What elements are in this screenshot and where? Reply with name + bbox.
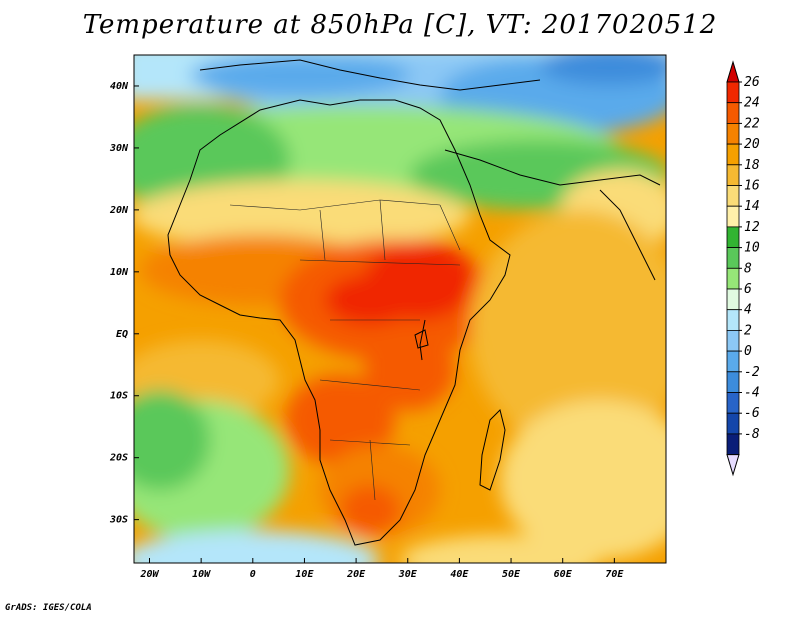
lon-tick-label: 20E: [346, 569, 366, 580]
colorbar-label: 16: [744, 179, 760, 194]
colorbar-label: 0: [744, 344, 752, 359]
sahel-warm: [134, 180, 470, 250]
congo-hottest: [325, 275, 415, 325]
caspian-cold: [540, 55, 666, 85]
colorbar-label: 6: [744, 282, 752, 297]
lat-tick-label: 30S: [109, 515, 128, 526]
colorbar-label: -6: [744, 406, 760, 421]
lon-tick-label: 10E: [295, 569, 314, 580]
colorbar-swatch: [726, 350, 740, 373]
temperature-field: [134, 55, 666, 563]
colorbar-label: 24: [744, 96, 760, 111]
arabia-coast: [444, 149, 661, 186]
africa-coast: [167, 99, 511, 546]
colorbar-label: 10: [744, 241, 760, 256]
colorbar-label: 14: [744, 199, 760, 214]
europe-coast: [199, 59, 541, 91]
colorbar-label: 12: [744, 220, 760, 235]
footer-credit: GrADS: IGES/COLA: [5, 603, 92, 613]
colorbar-swatch: [726, 123, 740, 145]
lat-tick-label: 20N: [109, 205, 129, 216]
colorbar-label: 22: [744, 116, 760, 131]
colorbar-label: -8: [744, 427, 760, 442]
colorbar-label: -4: [744, 386, 760, 401]
country-borders: [229, 199, 461, 501]
colorbar-top-cap: [726, 60, 740, 83]
lat-tick-label: 30N: [109, 143, 129, 154]
colorbar-swatch: [726, 371, 740, 393]
colorbar-swatch: [726, 205, 740, 228]
lat-tick-label: 40N: [110, 81, 129, 92]
colorbar-swatch: [726, 267, 740, 290]
axis-ticks: 40N 30N 20N 10N EQ 10S 20S 30S 20W 10W 0 10E 20E 30E 4…: [109, 81, 624, 580]
colorbar-swatch: [726, 185, 740, 207]
colorbar-swatch: [726, 226, 740, 248]
lake-tanganyika: [419, 319, 426, 361]
coastlines: [167, 59, 661, 546]
colorbar-label: 18: [744, 158, 760, 173]
map-title: Temperature at 850hPa [C], VT: 201702051…: [82, 10, 718, 40]
indian-ocean-warm: [470, 210, 666, 450]
south-atlantic-green: [134, 390, 210, 490]
india-coast: [599, 189, 656, 281]
lon-tick-label: 70E: [605, 569, 624, 580]
colorbar-swatch: [726, 102, 740, 124]
lon-tick-label: 30E: [398, 569, 418, 580]
colorbar-swatch: [726, 412, 740, 435]
great-lakes-hot: [365, 330, 455, 410]
lat-tick-label: EQ: [116, 329, 128, 340]
colorbar-label: 2: [744, 323, 752, 338]
lon-tick-label: 40E: [450, 569, 469, 580]
southern-ocean-cold: [134, 530, 380, 563]
colorbar-swatch: [726, 143, 740, 166]
lat-tick-label: 20S: [109, 453, 128, 464]
colorbar-swatch: [726, 288, 740, 311]
colorbar-swatch: [726, 433, 740, 455]
lat-tick-label: 10S: [110, 391, 128, 402]
colorbar-swatch: [726, 164, 740, 186]
madagascar-coast: [479, 409, 506, 491]
lon-tick-label: 10W: [192, 569, 211, 580]
colorbar-swatch: [726, 392, 740, 414]
colorbar-bottom-cap: [726, 454, 740, 477]
colorbar-swatch: [726, 329, 740, 352]
colorbar-label: 8: [744, 261, 752, 276]
lat-tick-label: 10N: [110, 267, 129, 278]
colorbar-label: 4: [744, 303, 752, 318]
colorbar-swatch: [726, 247, 740, 269]
lon-tick-label: 50E: [502, 569, 521, 580]
lon-tick-label: 0: [250, 569, 256, 580]
colorbar-swatch: [726, 81, 740, 104]
plot-frame: [133, 54, 667, 564]
colorbar-swatch: [726, 309, 740, 331]
south-indian-ocean: [500, 400, 666, 560]
lon-tick-label: 20W: [139, 569, 159, 580]
lon-tick-label: 60E: [554, 569, 573, 580]
north-africa-cold: [190, 55, 410, 97]
lake-victoria: [414, 329, 429, 349]
southern-indian-edge: [400, 535, 600, 563]
colorbar-label: -2: [744, 365, 760, 380]
colorbar-label: 20: [744, 137, 760, 152]
south-africa-hot-spot: [340, 485, 400, 535]
colorbar-label: 26: [744, 75, 760, 90]
